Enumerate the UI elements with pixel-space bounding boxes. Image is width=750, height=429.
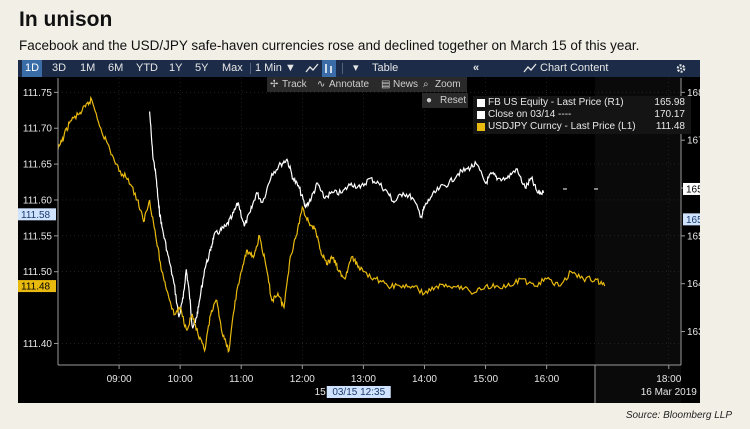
fb-price-line [149, 111, 545, 329]
news-button[interactable]: News [393, 79, 419, 90]
legend-item-usdjpy[interactable]: USDJPY Curncy - Last Price (L1) 111.48 [477, 121, 689, 133]
usdjpy-price-line [57, 95, 606, 354]
x-tick-label: 10:00 [168, 374, 193, 385]
left-tick-label: 111.75 [23, 88, 53, 99]
chart-tools-bar: ✢ Track ∿ Annotate ▤ News ⌕ Zoom [267, 77, 467, 92]
legend-value: 170.17 [654, 109, 685, 120]
legend-swatch [477, 111, 485, 119]
x-tick-label: 14:00 [412, 374, 437, 385]
range-1y-button[interactable]: 1Y [169, 62, 183, 74]
series-layer [57, 95, 606, 354]
annotate-button[interactable]: Annotate [329, 79, 370, 90]
chart-toolbar: 1D 3D 1M 6M YTD 1Y 5Y Max 1 Min ▼ ▾ Tabl… [18, 60, 700, 77]
right-tick-label: 168.00 [687, 88, 700, 99]
left-value-flag [18, 208, 56, 221]
track-button[interactable]: Track [282, 79, 307, 90]
legend-item-fb[interactable]: FB US Equity - Last Price (R1) 165.98 [477, 97, 689, 109]
x-date-label: 16 Mar 2019 [641, 387, 698, 398]
right-value-flag [683, 182, 700, 195]
x-tick-label: 11:00 [229, 374, 254, 385]
x-cursor-label: 03/15 12:35 [332, 387, 385, 398]
right-tick-label: 164.00 [687, 279, 700, 290]
left-tick-label: 111.55 [23, 231, 53, 242]
range-1d-button[interactable]: 1D [22, 60, 42, 77]
right-value-flag-label: 165.345 [686, 215, 700, 226]
left-value-flag-label: 111.58 [21, 210, 51, 221]
right-tick-label: 163.00 [687, 327, 700, 338]
x-tick-label: 15:00 [473, 374, 498, 385]
x-tick-label: 09:00 [107, 374, 132, 385]
table-button[interactable]: Table [372, 62, 399, 74]
range-6m-button[interactable]: 6M [108, 62, 124, 74]
reset-icon: ● [426, 95, 433, 106]
legend-label: Close on 03/14 ---- [488, 109, 572, 120]
right-tick-label: 167.00 [687, 136, 700, 147]
chart-content-icon [523, 60, 537, 77]
range-ytd-button[interactable]: YTD [136, 62, 158, 74]
right-value-flag-label: 165.98 [686, 184, 700, 195]
chart-subtitle: Facebook and the USD/JPY safe-haven curr… [19, 38, 640, 53]
reset-button[interactable]: ● Reset [422, 93, 468, 108]
range-max-button[interactable]: Max [222, 62, 243, 74]
legend: FB US Equity - Last Price (R1) 165.98 Cl… [473, 96, 691, 134]
x-cursor-prefix: 15 [315, 387, 327, 398]
news-icon: ▤ [381, 79, 391, 90]
legend-label: USDJPY Curncy - Last Price (L1) [488, 121, 636, 132]
bloomberg-chart-panel: 111.75 111.70 111.65 111.60 111.55 111.50 111.… [18, 60, 700, 403]
toolbar-divider [250, 63, 251, 74]
track-icon: ✢ [270, 79, 279, 90]
left-value-flag [18, 280, 56, 293]
range-1m-button[interactable]: 1M [80, 62, 96, 74]
chart-title: In unison [19, 8, 113, 31]
table-dropdown-icon[interactable]: ▾ [353, 62, 359, 74]
collapse-icon[interactable]: « [473, 62, 480, 74]
zoom-button[interactable]: Zoom [435, 79, 461, 90]
right-tick-label: 165.00 [687, 231, 700, 242]
reset-label: Reset [440, 95, 467, 106]
right-value-flag [683, 213, 700, 226]
x-tick-label: 18:00 [656, 374, 681, 385]
left-tick-label: 111.70 [23, 124, 53, 135]
legend-swatch [477, 99, 485, 107]
x-cursor-flag [326, 386, 391, 398]
left-tick-label: 111.60 [23, 195, 53, 206]
zoom-icon: ⌕ [423, 79, 429, 90]
x-tick-label: 13:00 [351, 374, 376, 385]
left-tick-label: 111.65 [23, 160, 53, 171]
legend-item-close[interactable]: Close on 03/14 ---- 170.17 [477, 109, 689, 121]
left-tick-label: 111.50 [23, 267, 53, 278]
legend-value: 111.48 [655, 121, 685, 132]
range-5y-button[interactable]: 5Y [195, 62, 209, 74]
legend-swatch [477, 123, 485, 131]
interval-dropdown[interactable]: 1 Min ▼ [255, 62, 296, 74]
x-tick-label: 16:00 [534, 374, 559, 385]
left-tick-label: 111.40 [23, 339, 53, 350]
bar-chart-icon[interactable] [322, 60, 336, 77]
toolbar-divider [342, 63, 343, 74]
line-chart-icon[interactable] [305, 60, 319, 77]
range-3d-button[interactable]: 3D [52, 62, 67, 74]
source-note: Source: Bloomberg LLP [625, 410, 732, 421]
annotate-icon: ∿ [317, 79, 326, 90]
left-value-flag-label: 111.48 [21, 282, 51, 293]
chart-content-button[interactable]: Chart Content [540, 62, 609, 74]
gear-icon[interactable] [675, 60, 687, 77]
legend-label: FB US Equity - Last Price (R1) [488, 97, 624, 108]
legend-value: 165.98 [654, 97, 685, 108]
x-tick-label: 12:00 [290, 374, 315, 385]
